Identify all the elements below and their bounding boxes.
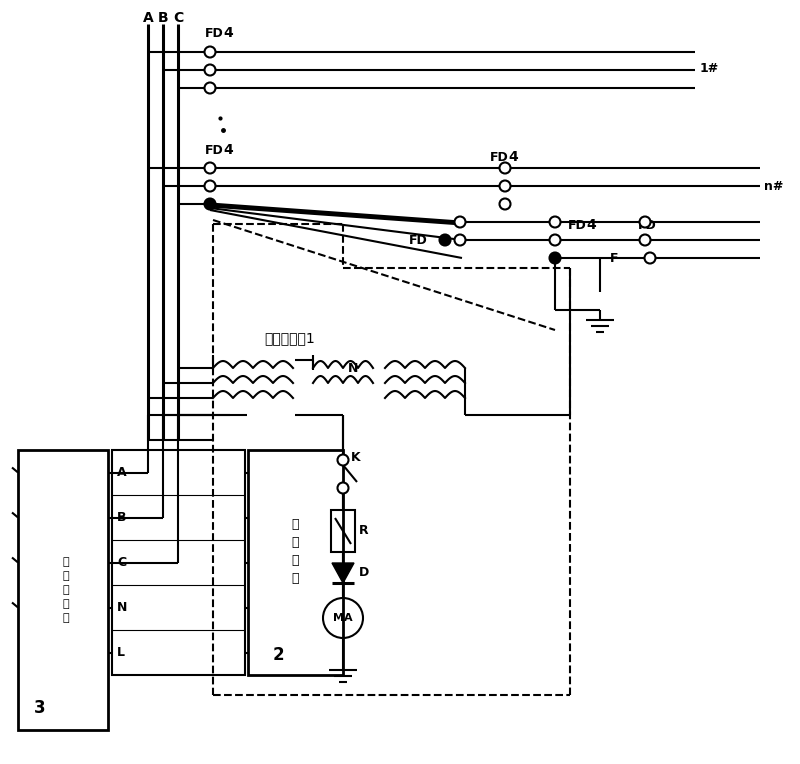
Text: 4: 4: [223, 26, 233, 40]
Text: MA: MA: [333, 613, 353, 623]
Circle shape: [205, 47, 215, 57]
Text: FD: FD: [638, 219, 657, 231]
Circle shape: [550, 252, 561, 264]
Circle shape: [645, 252, 655, 264]
Text: FD: FD: [568, 219, 586, 231]
Circle shape: [205, 163, 215, 173]
Text: 电
压
互
感
器: 电 压 互 感 器: [62, 557, 70, 623]
Bar: [248, 450, 343, 675]
Circle shape: [205, 180, 215, 192]
Circle shape: [639, 235, 650, 245]
Circle shape: [439, 235, 450, 245]
Text: C: C: [117, 556, 126, 569]
Circle shape: [205, 83, 215, 93]
Text: C: C: [173, 11, 183, 25]
Text: L: L: [117, 646, 125, 659]
Text: 3: 3: [34, 699, 46, 717]
Text: FD: FD: [490, 151, 509, 163]
Text: 2: 2: [272, 646, 284, 664]
Text: n#: n#: [764, 180, 783, 193]
Text: A: A: [117, 466, 126, 479]
Text: 4: 4: [508, 150, 518, 164]
Text: K: K: [351, 451, 361, 464]
Text: F: F: [610, 251, 618, 264]
Text: B: B: [158, 11, 168, 25]
Text: 4: 4: [223, 143, 233, 157]
Text: 4: 4: [586, 218, 596, 232]
Text: FD: FD: [205, 27, 224, 40]
Text: N: N: [117, 601, 127, 614]
Circle shape: [205, 199, 215, 209]
Text: FD: FD: [205, 144, 224, 157]
Circle shape: [454, 235, 466, 245]
Text: FD: FD: [410, 234, 428, 247]
Text: N: N: [348, 361, 358, 374]
Circle shape: [550, 235, 561, 245]
Text: B: B: [117, 511, 126, 524]
Circle shape: [499, 163, 510, 173]
Bar: [18, 450, 108, 730]
Circle shape: [338, 483, 349, 494]
Circle shape: [639, 216, 650, 228]
Circle shape: [205, 64, 215, 76]
Text: D: D: [359, 566, 370, 580]
Circle shape: [338, 455, 349, 465]
Text: R: R: [359, 523, 369, 536]
Polygon shape: [332, 563, 354, 583]
Circle shape: [454, 216, 466, 228]
Text: 控
制
部
分: 控 制 部 分: [291, 519, 298, 585]
Text: 接地变压器1: 接地变压器1: [265, 331, 315, 345]
Bar: [112, 450, 245, 675]
Text: 1#: 1#: [700, 61, 719, 75]
Text: A: A: [142, 11, 154, 25]
Circle shape: [499, 180, 510, 192]
Bar: [331, 510, 355, 552]
Circle shape: [550, 216, 561, 228]
Circle shape: [499, 199, 510, 209]
